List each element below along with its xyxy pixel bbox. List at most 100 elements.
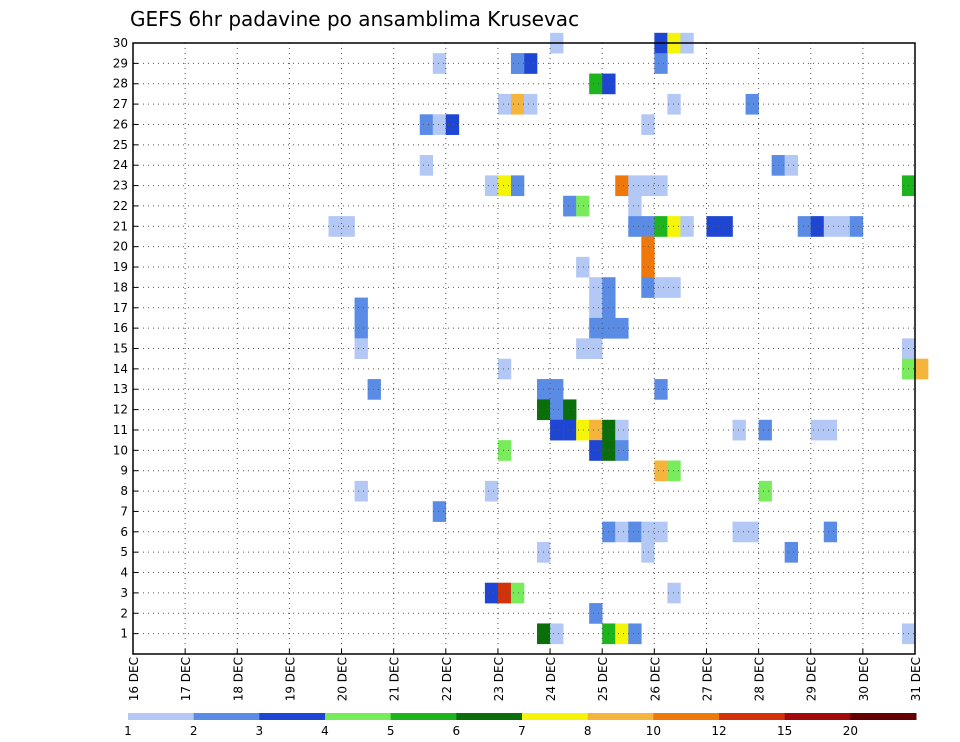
heatmap-cell: [589, 277, 603, 298]
heatmap-cell: [654, 521, 668, 543]
heatmap-cell: [667, 216, 681, 237]
y-tick-label: 30: [113, 36, 128, 50]
heatmap-cell: [654, 460, 668, 482]
heatmap-cell: [615, 175, 629, 197]
heatmap-cell: [354, 338, 368, 359]
y-tick-label: 17: [113, 301, 128, 315]
y-tick-label: 25: [113, 138, 128, 152]
y-tick-label: 28: [113, 77, 128, 91]
heatmap-cell: [497, 440, 512, 461]
x-tick-label: 24 DEC: [544, 657, 558, 701]
x-tick-label: 19 DEC: [283, 657, 297, 701]
y-tick-label: 18: [113, 280, 128, 294]
heatmap-cell: [510, 93, 525, 115]
heatmap-cell: [719, 216, 733, 237]
colorbar-swatch: [456, 713, 523, 720]
y-tick-label: 24: [113, 158, 128, 172]
y-axis-ticks: 1234567891011121314151617181920212223242…: [113, 36, 138, 641]
y-tick-label: 6: [120, 525, 128, 539]
heatmap-cell: [654, 277, 668, 298]
heatmap-cell: [758, 480, 772, 502]
heatmap-cell: [628, 195, 642, 217]
heatmap-cell: [497, 582, 512, 604]
heatmap-cell: [563, 399, 577, 421]
y-tick-label: 21: [113, 219, 128, 233]
y-tick-label: 14: [113, 362, 128, 376]
heatmap-cell: [654, 216, 668, 237]
heatmap-cell: [589, 440, 603, 461]
y-tick-label: 19: [113, 260, 128, 274]
heatmap-cell: [745, 93, 759, 115]
heatmap-cell: [667, 582, 681, 604]
heatmap-cell: [589, 338, 603, 359]
y-tick-label: 11: [113, 423, 128, 437]
y-tick-label: 2: [120, 606, 128, 620]
colorbar-swatch: [587, 713, 654, 720]
heatmap-cell: [563, 195, 577, 217]
colorbar: 1 2 3 4 5 6 7 8 10 12 15 20: [124, 713, 917, 738]
x-tick-label: 23 DEC: [492, 657, 506, 701]
heatmap-cell: [510, 175, 525, 197]
heatmap-cell: [432, 114, 447, 135]
heatmap-cell: [589, 419, 603, 441]
heatmap-cell: [641, 175, 655, 197]
y-tick-label: 20: [113, 240, 128, 254]
y-tick-label: 23: [113, 179, 128, 193]
heatmap-cell: [628, 175, 642, 197]
heatmap-cell: [810, 216, 825, 237]
heatmap-cell: [354, 317, 368, 339]
y-tick-label: 26: [113, 117, 128, 131]
heatmap-cell: [758, 419, 772, 441]
heatmap-cell: [654, 53, 668, 74]
heatmap-cell: [628, 216, 642, 237]
heatmap-cell: [615, 317, 629, 339]
heatmap-cell: [367, 379, 381, 400]
colorbar-swatch: [128, 713, 195, 720]
heatmap-cell: [823, 419, 838, 441]
heatmap-cell: [550, 379, 564, 400]
x-tick-label: 17 DEC: [179, 657, 193, 701]
heatmap-cell: [810, 419, 825, 441]
y-tick-label: 8: [120, 484, 128, 498]
y-tick-label: 5: [120, 545, 128, 559]
colorbar-label: 4: [321, 724, 329, 738]
colorbar-label: 5: [387, 724, 395, 738]
colorbar-swatch: [719, 713, 786, 720]
colorbar-label: 20: [843, 724, 858, 738]
y-tick-label: 9: [120, 464, 128, 478]
heatmap-cell: [484, 480, 499, 502]
y-tick-label: 12: [113, 403, 128, 417]
x-tick-label: 31 DEC: [909, 657, 923, 701]
heatmap-cell: [628, 521, 642, 543]
heatmap-cell: [641, 256, 655, 278]
x-tick-label: 20 DEC: [336, 657, 350, 701]
colorbar-label: 12: [711, 724, 726, 738]
heatmap-cell: [680, 216, 694, 237]
heatmap-cell: [784, 155, 798, 176]
x-tick-label: 18 DEC: [231, 657, 245, 701]
heatmap-cell: [667, 93, 681, 115]
heatmap-cell: [497, 175, 512, 197]
colorbar-label: 3: [256, 724, 264, 738]
x-tick-label: 27 DEC: [700, 657, 714, 701]
colorbar-label: 1: [124, 724, 132, 738]
heatmap-cell: [419, 114, 434, 135]
heatmap-cell: [732, 521, 746, 543]
heatmap-cell: [641, 236, 655, 258]
colorbar-label: 2: [190, 724, 198, 738]
heatmap-cell: [576, 419, 590, 441]
heatmap-cell: [784, 541, 798, 563]
x-tick-label: 25 DEC: [596, 657, 610, 701]
heatmap-cell: [589, 73, 603, 95]
heatmap-cell: [484, 582, 499, 604]
heatmap-cell: [563, 419, 577, 441]
heatmap-cell: [510, 53, 525, 74]
x-tick-label: 22 DEC: [440, 657, 454, 701]
heatmap-cell: [328, 216, 342, 237]
x-tick-label: 28 DEC: [753, 657, 767, 701]
heatmap-cell: [354, 297, 368, 319]
heatmap-cell: [641, 216, 655, 237]
heatmap-cell: [550, 419, 564, 441]
y-tick-label: 13: [113, 382, 128, 396]
